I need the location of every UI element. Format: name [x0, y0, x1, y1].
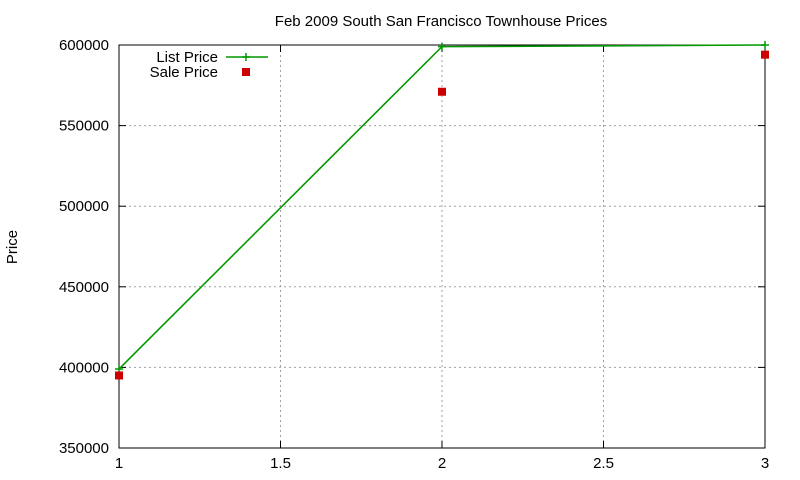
- x-tick-label: 1: [115, 455, 123, 472]
- x-tick-label: 1.5: [270, 455, 291, 472]
- y-tick-label: 350000: [59, 440, 109, 457]
- x-tick-label: 3: [761, 455, 769, 472]
- y-tick-label: 600000: [59, 37, 109, 54]
- y-tick-label: 550000: [59, 118, 109, 135]
- sale-price-point: [761, 50, 769, 59]
- legend-label-sale-price: Sale Price: [150, 64, 218, 81]
- legend-marker-sale-price: [242, 68, 250, 76]
- y-tick-label: 400000: [59, 359, 109, 376]
- y-tick-label: 500000: [59, 198, 109, 215]
- y-tick-label: 450000: [59, 279, 109, 296]
- grid-lines: [119, 45, 765, 448]
- legend-label-list-price: List Price: [156, 49, 218, 66]
- x-tick-label: 2.5: [593, 455, 614, 472]
- legend-marker-list-price: [242, 53, 250, 61]
- sale-price-point: [115, 371, 123, 380]
- sale-price-point: [438, 87, 446, 96]
- series-layer: [115, 41, 769, 380]
- x-tick-label: 2: [438, 455, 446, 472]
- y-axis-label: Price: [4, 230, 21, 264]
- axis-ticks: 350000 400000 450000 500000 550000 600000 1 1.5…: [59, 37, 769, 472]
- list-price-point: [761, 41, 769, 49]
- list-price-point: [438, 42, 446, 51]
- chart-title: Feb 2009 South San Francisco Townhouse P…: [275, 13, 607, 30]
